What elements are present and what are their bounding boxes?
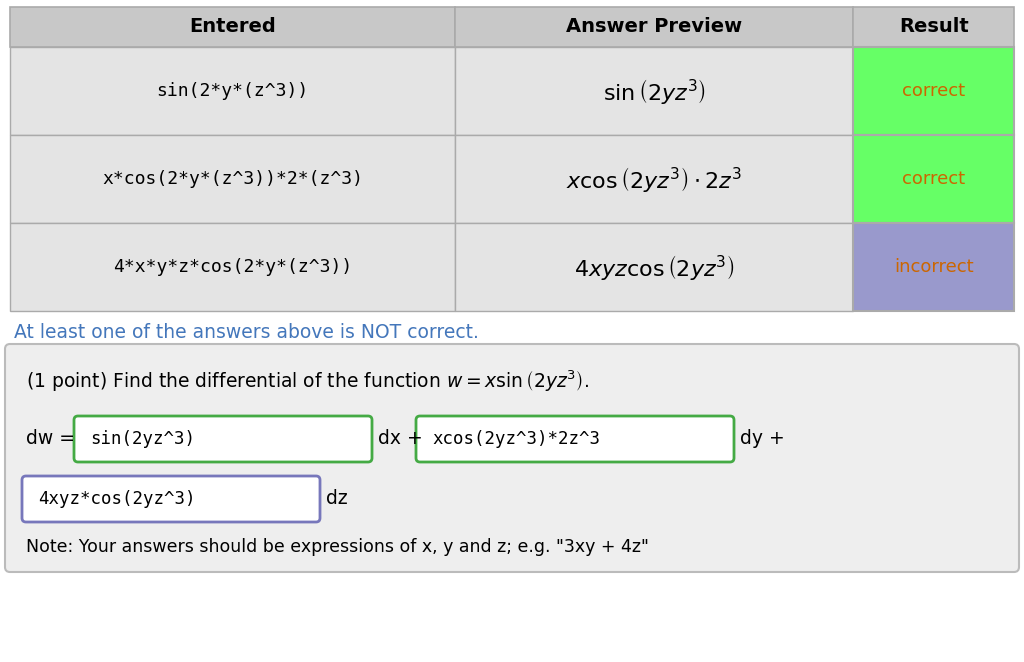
Bar bbox=[10, 223, 455, 311]
FancyBboxPatch shape bbox=[416, 416, 734, 462]
Text: dz: dz bbox=[326, 489, 347, 508]
Text: (1 point) Find the differential of the function $w = x\sin\left(2yz^3\right)$.: (1 point) Find the differential of the f… bbox=[26, 368, 589, 394]
Text: 4xyz*cos(2yz^3): 4xyz*cos(2yz^3) bbox=[38, 490, 196, 508]
Text: Result: Result bbox=[899, 17, 969, 36]
Text: $4xyz\cos\left(2yz^3\right)$: $4xyz\cos\left(2yz^3\right)$ bbox=[573, 252, 734, 281]
Text: Answer Preview: Answer Preview bbox=[566, 17, 742, 36]
Text: sin(2*y*(z^3)): sin(2*y*(z^3)) bbox=[157, 82, 308, 100]
Bar bbox=[10, 7, 455, 47]
FancyBboxPatch shape bbox=[5, 344, 1019, 572]
Bar bbox=[455, 223, 853, 311]
FancyBboxPatch shape bbox=[74, 416, 372, 462]
Text: incorrect: incorrect bbox=[894, 258, 974, 276]
Text: dy +: dy + bbox=[740, 430, 784, 448]
Text: Note: Your answers should be expressions of x, y and z; e.g. "3xy + 4z": Note: Your answers should be expressions… bbox=[26, 538, 649, 556]
Text: dw =: dw = bbox=[26, 430, 75, 448]
Text: xcos(2yz^3)*2z^3: xcos(2yz^3)*2z^3 bbox=[432, 430, 600, 448]
Text: 4*x*y*z*cos(2*y*(z^3)): 4*x*y*z*cos(2*y*(z^3)) bbox=[113, 258, 352, 276]
Bar bbox=[853, 47, 1014, 135]
Text: $\sin\left(2yz^3\right)$: $\sin\left(2yz^3\right)$ bbox=[602, 77, 706, 105]
Bar bbox=[10, 135, 455, 223]
Text: Entered: Entered bbox=[189, 17, 275, 36]
Bar bbox=[10, 47, 455, 135]
FancyBboxPatch shape bbox=[22, 476, 319, 522]
Text: x*cos(2*y*(z^3))*2*(z^3): x*cos(2*y*(z^3))*2*(z^3) bbox=[101, 170, 362, 188]
Bar bbox=[455, 47, 853, 135]
Text: dx +: dx + bbox=[378, 430, 423, 448]
Text: At least one of the answers above is NOT correct.: At least one of the answers above is NOT… bbox=[14, 324, 479, 342]
Bar bbox=[853, 135, 1014, 223]
Bar bbox=[455, 7, 853, 47]
Bar bbox=[455, 135, 853, 223]
Text: $x\cos\left(2yz^3\right)\cdot 2z^3$: $x\cos\left(2yz^3\right)\cdot 2z^3$ bbox=[566, 164, 742, 193]
Text: correct: correct bbox=[902, 170, 966, 188]
Bar bbox=[853, 7, 1014, 47]
Bar bbox=[853, 223, 1014, 311]
Text: sin(2yz^3): sin(2yz^3) bbox=[90, 430, 195, 448]
Text: correct: correct bbox=[902, 82, 966, 100]
